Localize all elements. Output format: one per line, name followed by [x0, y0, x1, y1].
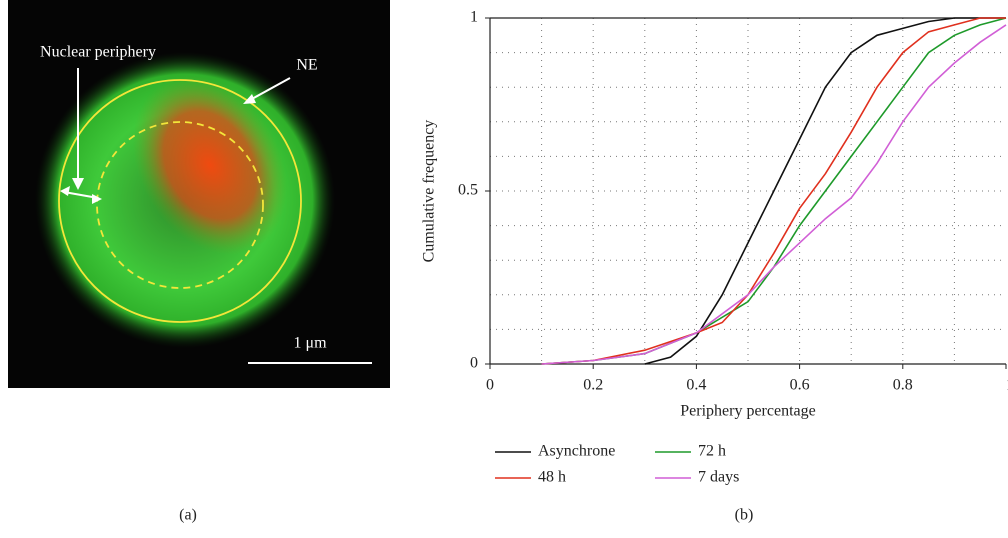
- scale-bar-label: 1 μm: [293, 335, 327, 352]
- micrograph: Nuclear periphery NE 1 μm: [8, 0, 390, 388]
- y-tick-label: 0: [470, 355, 478, 372]
- x-tick-label: 1: [1006, 377, 1008, 394]
- panel-label: (b): [735, 507, 754, 524]
- x-tick-label: 0.8: [893, 377, 913, 394]
- legend-label: 48 h: [538, 469, 566, 486]
- series-line: [541, 24, 1007, 365]
- x-tick-label: 0: [486, 377, 494, 394]
- annotation: Nuclear periphery: [40, 44, 156, 61]
- x-tick-label: 0.4: [686, 377, 706, 394]
- annotation: NE: [296, 57, 317, 74]
- x-tick-label: 0.6: [790, 377, 810, 394]
- y-axis-label: Cumulative frequency: [421, 120, 438, 263]
- legend-label: Asynchrone: [538, 443, 615, 460]
- legend-label: 72 h: [698, 443, 726, 460]
- x-tick-label: 0.2: [583, 377, 603, 394]
- y-tick-label: 0.5: [458, 182, 478, 199]
- y-tick-label: 1: [470, 9, 478, 26]
- legend-label: 7 days: [698, 469, 739, 486]
- panel-label: (a): [179, 507, 197, 524]
- series-line: [541, 17, 1006, 365]
- x-axis-label: Periphery percentage: [680, 403, 815, 420]
